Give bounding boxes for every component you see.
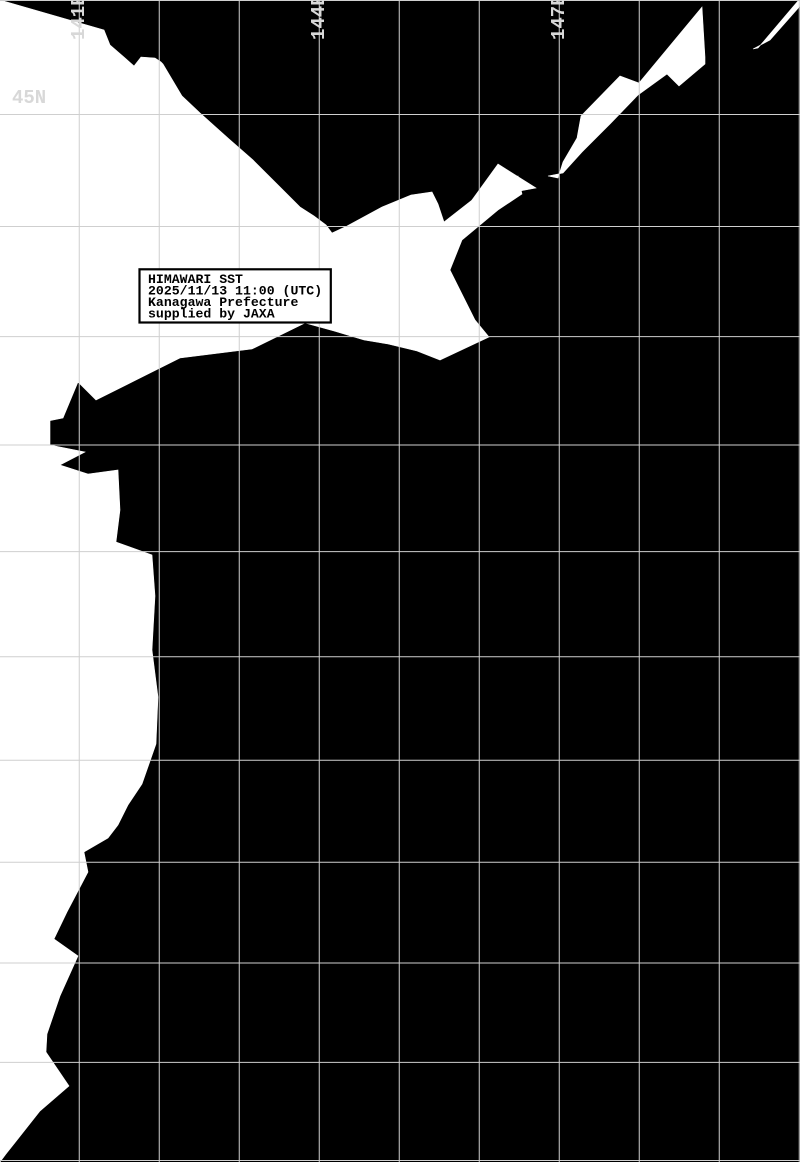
svg-text:144E: 144E xyxy=(308,0,330,40)
svg-text:supplied by JAXA: supplied by JAXA xyxy=(148,307,275,322)
svg-text:141E: 141E xyxy=(68,0,90,40)
svg-text:147E: 147E xyxy=(548,0,570,40)
svg-text:45N: 45N xyxy=(12,87,46,109)
